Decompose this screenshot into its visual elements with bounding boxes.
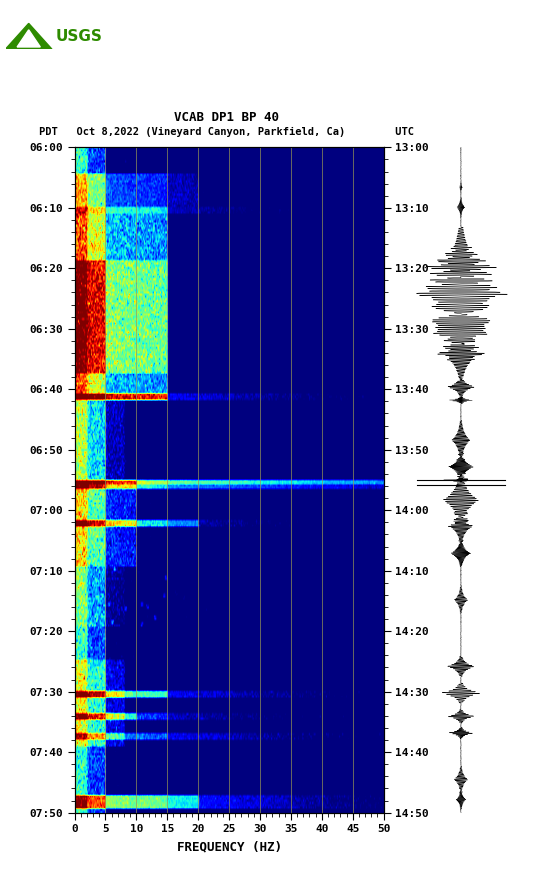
X-axis label: FREQUENCY (HZ): FREQUENCY (HZ) bbox=[177, 840, 282, 853]
Polygon shape bbox=[6, 23, 52, 49]
Polygon shape bbox=[17, 29, 40, 47]
Text: PDT   Oct 8,2022 (Vineyard Canyon, Parkfield, Ca)        UTC: PDT Oct 8,2022 (Vineyard Canyon, Parkfie… bbox=[39, 127, 414, 138]
Text: VCAB DP1 BP 40: VCAB DP1 BP 40 bbox=[174, 112, 279, 124]
Text: USGS: USGS bbox=[56, 29, 103, 44]
